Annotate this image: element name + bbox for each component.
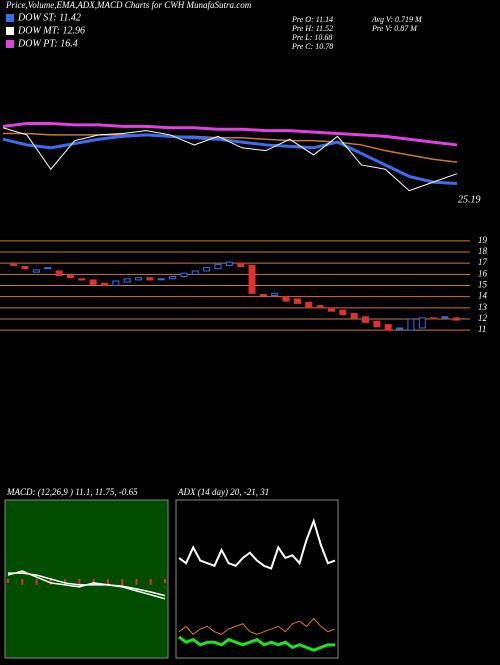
histogram-bar	[7, 579, 9, 583]
candle	[418, 317, 426, 329]
candle	[293, 298, 301, 304]
candle	[305, 301, 313, 308]
candle	[78, 278, 86, 281]
histogram-bar	[164, 579, 166, 583]
candle	[316, 305, 324, 308]
candle	[441, 316, 449, 319]
candle	[396, 327, 404, 330]
candle	[373, 320, 381, 328]
candle	[430, 317, 438, 320]
series-line	[178, 617, 336, 635]
candle	[203, 267, 211, 272]
histogram-bar	[121, 579, 124, 585]
candle	[66, 274, 74, 279]
y-tick-label: 13	[478, 302, 488, 312]
series-line	[3, 132, 458, 163]
histogram-bar	[149, 579, 152, 585]
stat-label: Pre C: 10.78	[291, 42, 333, 51]
last-price: 25.19	[458, 194, 481, 205]
macd-title: MACD: (12,26,9 ) 11.1, 11.75, -0.65	[6, 487, 138, 497]
histogram-bar	[64, 579, 67, 585]
candle	[112, 280, 120, 287]
y-tick-label: 12	[478, 313, 488, 323]
y-tick-label: 19	[478, 235, 488, 245]
legend-label: DOW PT: 16.4	[17, 38, 78, 49]
stat-label: Pre L: 10.68	[291, 33, 332, 42]
y-tick-label: 11	[478, 324, 486, 334]
candle	[237, 262, 245, 268]
y-tick-label: 14	[478, 291, 488, 301]
candle	[123, 278, 131, 283]
candle	[55, 270, 63, 276]
candle	[384, 324, 392, 331]
candle	[327, 307, 335, 312]
legend-swatch	[6, 14, 14, 22]
histogram-bar	[21, 579, 24, 585]
y-tick-label: 16	[478, 268, 488, 278]
histogram-bar	[106, 579, 109, 585]
candle	[169, 276, 177, 280]
candle	[452, 317, 460, 321]
candle	[362, 316, 370, 323]
histogram-bar	[49, 579, 52, 585]
stat-label: Pre V: 0.87 M	[371, 24, 418, 33]
candle	[191, 270, 199, 275]
y-tick-label: 17	[478, 257, 488, 267]
legend-label: DOW MT: 12.96	[17, 25, 85, 36]
candle	[407, 318, 415, 331]
candle	[100, 282, 108, 287]
legend-label: DOW ST: 11.42	[17, 12, 81, 23]
candle	[282, 296, 290, 302]
stat-label: Pre H: 11.52	[291, 24, 333, 33]
stat-label: Pre O: 11.14	[291, 15, 333, 24]
y-tick-label: 15	[478, 280, 488, 290]
histogram-bar	[35, 579, 38, 585]
histogram-bar	[92, 579, 95, 585]
adx-title: ADX (14 day) 20, -21, 31	[177, 487, 269, 497]
candle	[259, 293, 267, 297]
candle	[157, 278, 165, 281]
candle	[21, 266, 29, 270]
candle	[89, 279, 97, 285]
series-line	[2, 127, 458, 192]
candle	[339, 309, 347, 316]
histogram-bar	[135, 579, 138, 585]
macd-panel	[4, 499, 169, 659]
candle	[135, 277, 143, 281]
series-line	[7, 570, 166, 600]
candle	[32, 269, 40, 273]
candle	[10, 263, 18, 266]
candle	[146, 277, 154, 281]
legend-swatch	[6, 27, 14, 35]
candle	[248, 264, 256, 294]
candle	[350, 312, 358, 319]
legend-swatch	[6, 40, 14, 48]
page-title: Price,Volume,EMA,ADX,MACD Charts for CWH…	[5, 0, 252, 10]
candle	[271, 292, 279, 297]
series-line	[178, 517, 336, 570]
candle	[180, 272, 188, 278]
series-line	[2, 121, 458, 147]
candle	[225, 261, 233, 266]
candle	[214, 263, 222, 270]
y-tick-label: 18	[478, 246, 488, 256]
series-line	[2, 133, 458, 186]
series-line	[178, 635, 335, 652]
stat-label: Avg V: 0.719 M	[371, 15, 423, 24]
histogram-bar	[78, 579, 81, 585]
candle	[44, 267, 52, 270]
